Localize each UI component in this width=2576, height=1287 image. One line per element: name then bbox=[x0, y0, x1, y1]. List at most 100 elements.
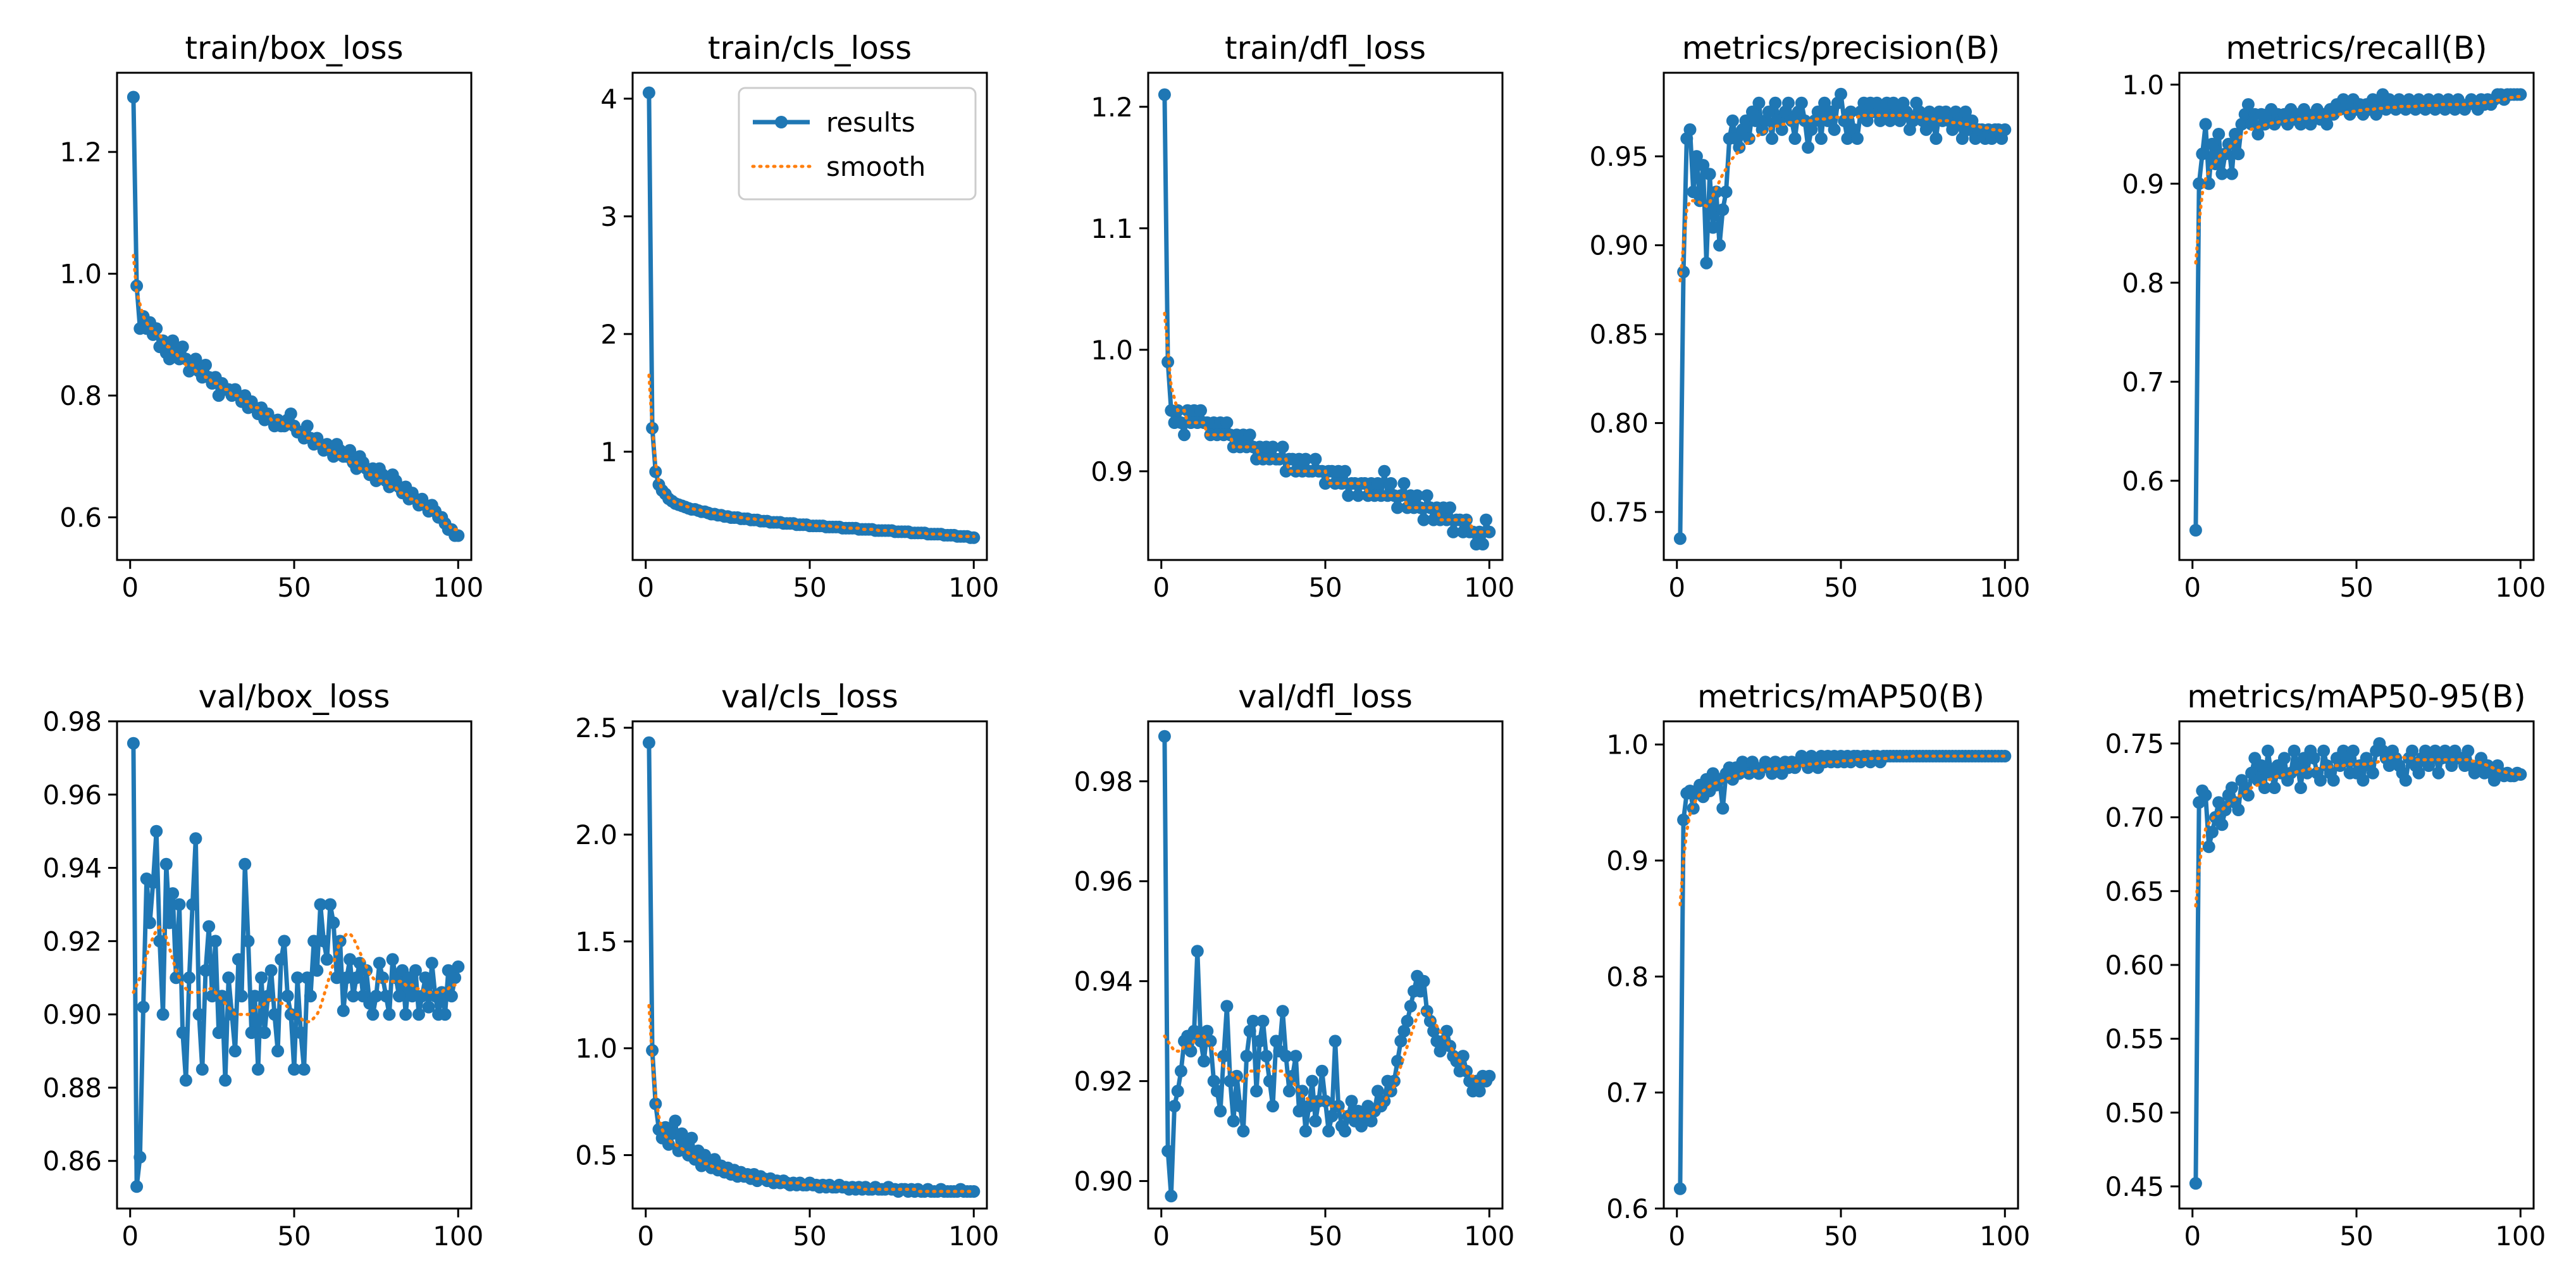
results-point bbox=[1158, 88, 1171, 101]
results-point bbox=[1762, 105, 1775, 118]
results-point bbox=[127, 90, 140, 104]
results-point bbox=[330, 971, 344, 985]
results-point bbox=[1303, 1100, 1316, 1113]
results-point bbox=[2317, 744, 2331, 757]
plot-area bbox=[127, 90, 465, 542]
y-tick-label: 0.92 bbox=[1074, 1066, 1133, 1097]
x-tick-label: 50 bbox=[1824, 1221, 1857, 1252]
x-tick-label: 100 bbox=[433, 1221, 483, 1252]
results-point bbox=[1795, 96, 1808, 109]
results-point bbox=[1234, 1100, 1247, 1113]
results-point bbox=[314, 898, 327, 911]
results-point bbox=[685, 1131, 698, 1145]
results-markers bbox=[127, 90, 465, 542]
results-point bbox=[1279, 1050, 1292, 1063]
chart-panel-6: val/box_loss 0 50 100 0.86 0.88 0.90 0.92 0.94 0.… bbox=[42, 678, 483, 1252]
results-point bbox=[1697, 159, 1710, 172]
results-point bbox=[1394, 1035, 1408, 1048]
results-point bbox=[304, 990, 317, 1003]
legend: results smooth bbox=[738, 87, 977, 201]
y-tick-label: 1.2 bbox=[59, 137, 102, 168]
results-point bbox=[2199, 788, 2212, 802]
results-point bbox=[1237, 1124, 1250, 1138]
results-point bbox=[380, 990, 393, 1003]
results-point bbox=[1423, 1014, 1437, 1028]
results-point bbox=[1198, 1055, 1211, 1067]
y-tick-label: 0.9 bbox=[1606, 845, 1649, 876]
results-point bbox=[1473, 1085, 1486, 1098]
results-point bbox=[300, 971, 314, 985]
x-tick-label: 50 bbox=[277, 1221, 311, 1252]
y-tick-label: 0.6 bbox=[59, 502, 102, 533]
results-point bbox=[2235, 118, 2248, 131]
results-point bbox=[170, 971, 183, 985]
results-point bbox=[1713, 239, 1726, 252]
legend-box bbox=[738, 87, 977, 201]
results-point bbox=[366, 1008, 380, 1021]
results-point bbox=[163, 916, 176, 930]
chart-panel-10: metrics/mAP50-95(B) 0 50 100 0.45 0.50 0.55 0.6… bbox=[2105, 678, 2546, 1252]
results-point bbox=[320, 953, 333, 966]
results-point bbox=[2294, 781, 2307, 794]
results-point bbox=[2238, 108, 2251, 121]
results-point bbox=[1266, 440, 1279, 454]
results-point bbox=[666, 1127, 679, 1140]
results-point bbox=[1296, 1085, 1309, 1098]
y-tick-label: 1.0 bbox=[575, 1033, 617, 1064]
results-point bbox=[199, 359, 212, 371]
results-point bbox=[1299, 1124, 1312, 1138]
results-point bbox=[228, 1045, 242, 1058]
results-markers bbox=[642, 86, 981, 544]
results-point bbox=[419, 971, 432, 985]
results-point bbox=[416, 990, 429, 1003]
results-point bbox=[166, 887, 180, 900]
axes-frame bbox=[1663, 72, 2019, 561]
results-point bbox=[2193, 177, 2206, 190]
results-point bbox=[1397, 1024, 1411, 1038]
results-point bbox=[258, 1026, 271, 1040]
x-tick-label: 50 bbox=[1308, 1221, 1342, 1252]
results-point bbox=[143, 916, 156, 930]
results-point bbox=[1742, 132, 1756, 145]
results-point bbox=[189, 352, 202, 366]
y-tick-label: 0.90 bbox=[42, 999, 102, 1030]
results-point bbox=[1444, 501, 1456, 514]
results-point bbox=[2215, 167, 2229, 180]
results-point bbox=[242, 935, 255, 948]
smooth-series-line bbox=[1678, 754, 2007, 907]
results-point bbox=[2370, 108, 2383, 121]
y-tick-label: 1.0 bbox=[2122, 70, 2164, 101]
results-point bbox=[137, 1000, 150, 1014]
results-point bbox=[1174, 416, 1187, 429]
results-point bbox=[2212, 128, 2226, 140]
results-point bbox=[1165, 1190, 1178, 1203]
results-point bbox=[1690, 150, 1703, 163]
axes-frame bbox=[1147, 720, 1504, 1210]
results-point bbox=[186, 898, 199, 911]
results-point bbox=[1844, 105, 1857, 118]
results-point bbox=[1372, 477, 1384, 490]
results-point bbox=[669, 1114, 682, 1128]
axes-frame bbox=[631, 720, 988, 1210]
results-point bbox=[1207, 1074, 1220, 1088]
results-point bbox=[1372, 1085, 1384, 1098]
plot-area bbox=[642, 736, 981, 1198]
results-point bbox=[1900, 105, 1913, 118]
y-tick-label: 1.0 bbox=[59, 259, 102, 290]
results-point bbox=[1345, 1095, 1358, 1108]
plot-area bbox=[642, 86, 981, 544]
x-tick-label: 100 bbox=[433, 572, 483, 603]
results-point bbox=[2251, 128, 2265, 140]
y-tick-label: 1.5 bbox=[575, 926, 617, 957]
axes-frame bbox=[1147, 72, 1504, 561]
y-tick-label: 0.5 bbox=[575, 1140, 617, 1171]
results-point bbox=[2432, 766, 2445, 780]
results-point bbox=[1204, 1035, 1217, 1048]
results-point bbox=[452, 529, 465, 542]
plot-area bbox=[1673, 750, 2012, 1195]
results-point bbox=[1201, 1024, 1214, 1038]
results-point bbox=[1683, 123, 1697, 136]
y-tick-label: 0.92 bbox=[42, 926, 102, 957]
results-point bbox=[1460, 513, 1473, 526]
